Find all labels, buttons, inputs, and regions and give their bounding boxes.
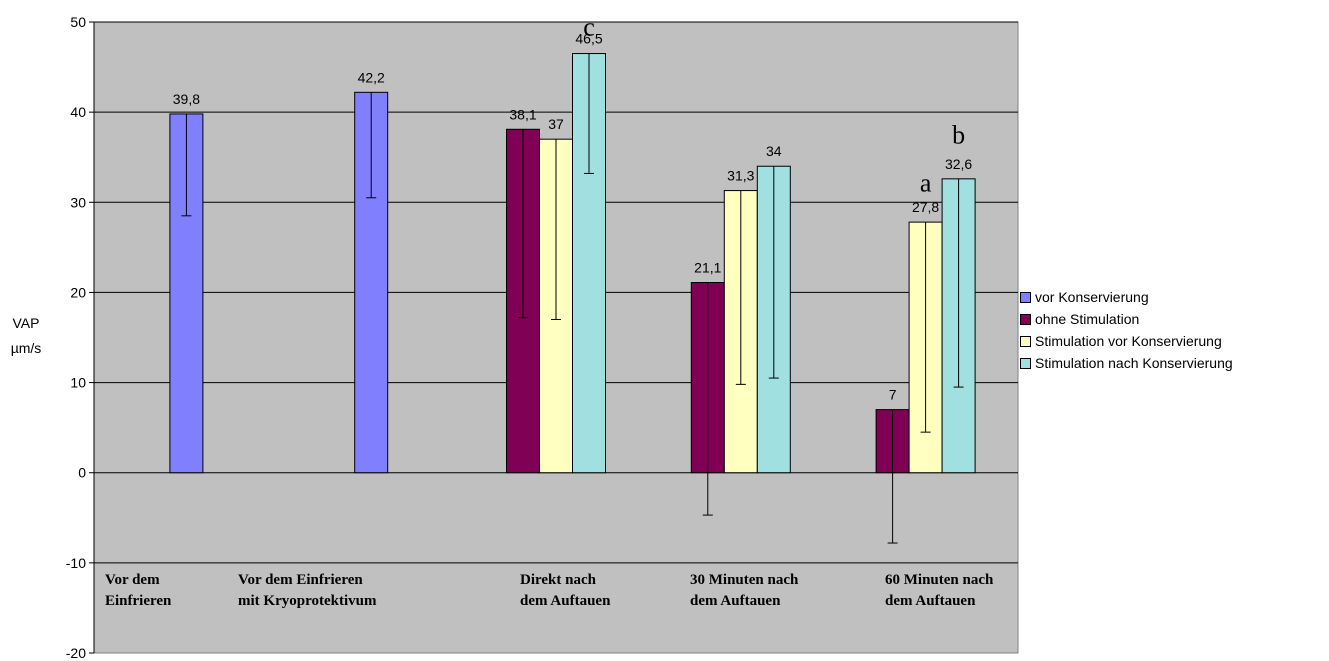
y-axis-label: VAP (13, 315, 40, 331)
y-tick-label: 0 (78, 465, 86, 481)
data-label: 37 (548, 116, 564, 132)
legend-label: Stimulation vor Konservierung (1035, 333, 1222, 349)
y-tick-label: 10 (70, 375, 86, 391)
category-label: dem Auftauen (885, 593, 976, 609)
data-label: 42,2 (358, 69, 385, 85)
data-label: 46,5 (575, 31, 602, 47)
data-label: 21,1 (694, 260, 721, 276)
y-axis-unit: µm/s (11, 340, 42, 356)
legend-swatch (1020, 357, 1031, 369)
y-axis-ticks: -20 -10 0 10 20 30 40 50 (66, 14, 95, 661)
y-tick-label: -20 (66, 645, 86, 661)
legend: vor Konservierung ohne Stimulation Stimula… (1020, 286, 1233, 374)
category-label: dem Auftauen (520, 593, 611, 609)
legend-item: Stimulation vor Konservierung (1020, 330, 1233, 352)
legend-swatch (1020, 335, 1031, 347)
category-label: 60 Minuten nach (885, 572, 994, 588)
significance-annotation: b (952, 121, 965, 150)
legend-label: vor Konservierung (1035, 289, 1149, 305)
category-label: dem Auftauen (690, 593, 781, 609)
error-bars (181, 53, 964, 544)
y-tick-label: 50 (70, 14, 86, 30)
data-label: 38,1 (509, 106, 536, 122)
y-tick-label: 30 (70, 194, 86, 210)
category-label: Vor dem Einfrieren (238, 572, 363, 588)
data-label: 7 (889, 387, 897, 403)
significance-annotation: a (920, 168, 932, 197)
data-labels: 39,8 42,2 38,1 37 46,5 21,1 31,3 34 7 27,8 32,6 (173, 31, 973, 403)
y-tick-label: 20 (70, 284, 86, 300)
category-label: 30 Minuten nach (690, 572, 799, 588)
x-axis-categories: Vor dem Einfrieren Vor dem Einfrieren mit K… (105, 572, 994, 609)
data-label: 34 (766, 143, 782, 159)
y-tick-label: -10 (66, 555, 86, 571)
legend-label: Stimulation nach Konservierung (1035, 355, 1233, 371)
legend-label: ohne Stimulation (1035, 311, 1140, 327)
y-tick-label: 40 (70, 104, 86, 120)
data-label: 27,8 (912, 199, 939, 215)
annotations: c ab (583, 13, 965, 198)
category-label: Vor dem (105, 572, 160, 588)
data-label: 32,6 (945, 156, 972, 172)
legend-swatch (1020, 291, 1031, 303)
legend-item: ohne Stimulation (1020, 308, 1233, 330)
data-label: 31,3 (727, 168, 754, 184)
legend-item: Stimulation nach Konservierung (1020, 352, 1233, 374)
legend-swatch (1020, 313, 1031, 325)
significance-annotation: c (583, 13, 595, 42)
category-label: Direkt nach (520, 572, 597, 588)
category-label: Einfrieren (105, 593, 172, 609)
category-label: mit Kryoprotektivum (238, 593, 377, 609)
legend-item: vor Konservierung (1020, 286, 1233, 308)
data-label: 39,8 (173, 91, 200, 107)
